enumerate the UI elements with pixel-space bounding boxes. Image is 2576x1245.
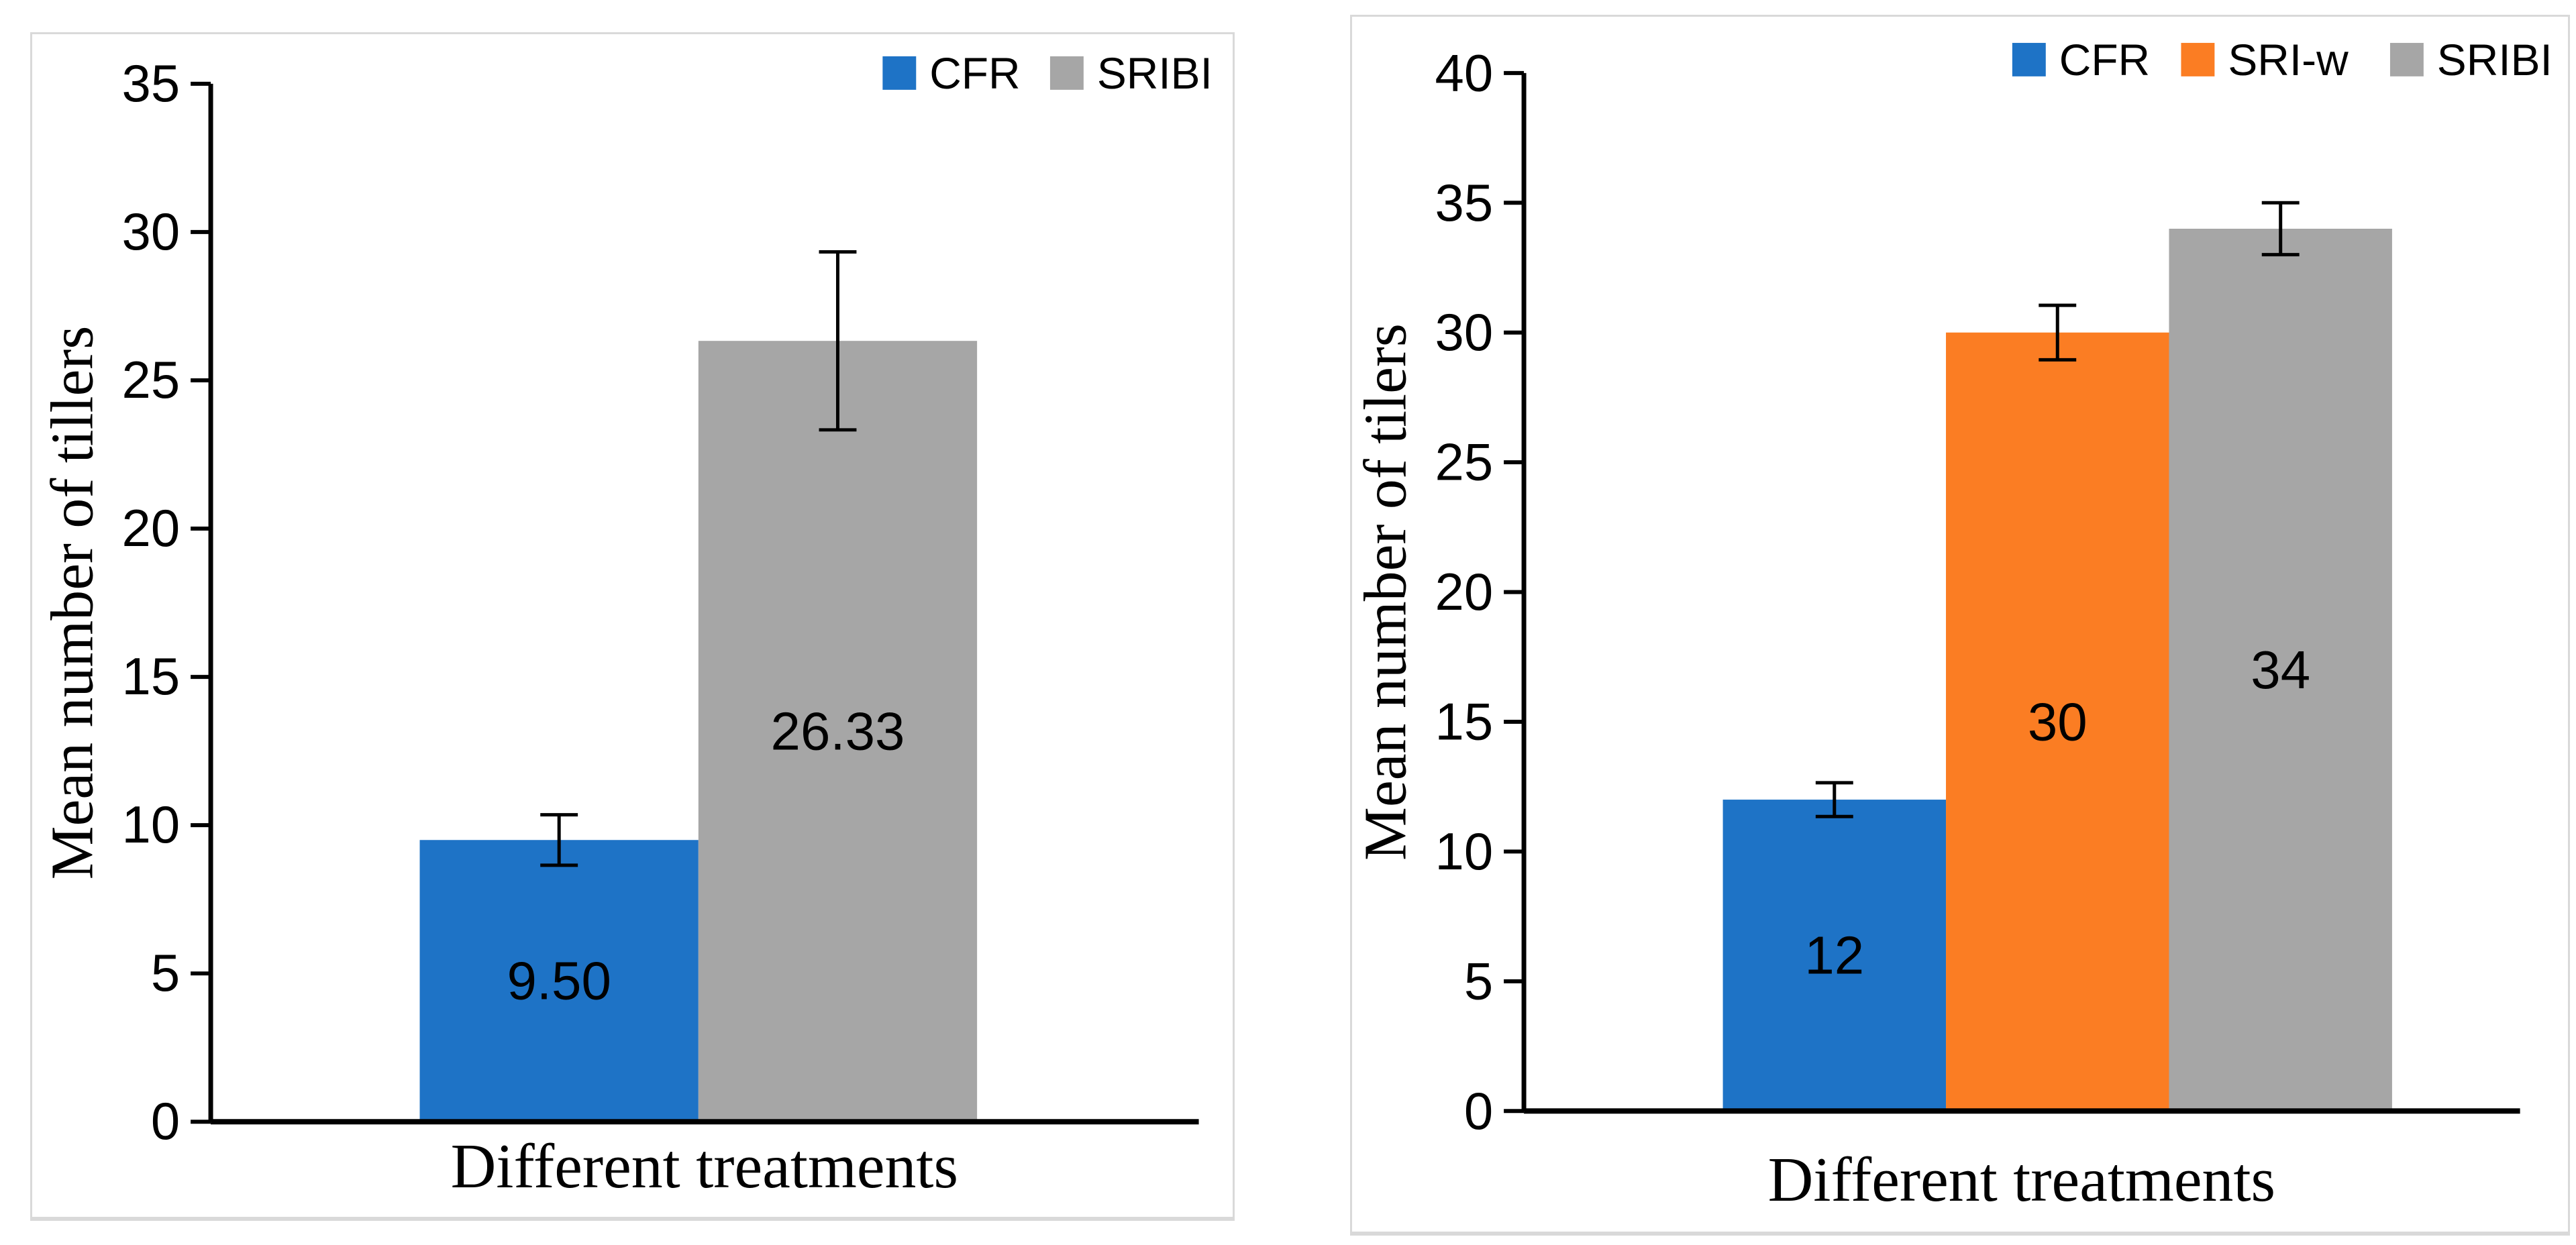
y-tick-label-20: 20 xyxy=(1435,563,1494,621)
y-tick-label-5: 5 xyxy=(1464,952,1493,1010)
y-tick-label-35: 35 xyxy=(122,55,181,113)
bar-value-label-SRIBI: 34 xyxy=(2251,640,2310,700)
bar-SRIBI xyxy=(2169,228,2392,1112)
right-chart-panel: 0 5 10 15 20 25 30 35 40 12 30 34 CFR SRI-w SRIBI Mean… xyxy=(1350,15,2570,1236)
legend-label-SRIBI: SRIBI xyxy=(2437,35,2553,85)
x-axis-title: Different treatments xyxy=(1768,1145,2275,1215)
legend-swatch-SRI-w xyxy=(2181,42,2215,76)
legend-label-CFR: CFR xyxy=(929,48,1020,98)
bar-SRI-w xyxy=(1946,332,2169,1112)
bar-value-label-CFR: 9.50 xyxy=(507,951,611,1011)
legend-item-CFR: CFR xyxy=(882,48,1021,98)
legend-swatch-CFR xyxy=(882,56,917,90)
legend-item-SRI-w: SRI-w xyxy=(2181,35,2349,85)
bar-value-label-CFR: 12 xyxy=(1804,926,1864,985)
bar-SRIBI xyxy=(698,341,978,1122)
y-tick-label-20: 20 xyxy=(122,500,181,557)
legend-label-CFR: CFR xyxy=(2059,35,2150,85)
y-axis-title: Mean number of tillers xyxy=(39,326,105,880)
right-chart-svg: 0 5 10 15 20 25 30 35 40 12 30 34 CFR SRI-w SRIBI Mean… xyxy=(1352,35,2553,1215)
left-chart-panel: 0 5 10 15 20 25 30 35 9.50 26.33 CFR SRIBI Mean num… xyxy=(30,32,1235,1221)
y-tick-label-0: 0 xyxy=(151,1093,180,1150)
bar-value-label-SRIBI: 26.33 xyxy=(771,702,905,761)
legend-item-SRIBI: SRIBI xyxy=(1049,48,1213,98)
y-tick-label-10: 10 xyxy=(1435,822,1494,881)
y-tick-label-25: 25 xyxy=(122,351,181,409)
legend-item-CFR: CFR xyxy=(2012,35,2150,85)
left-chart-svg: 0 5 10 15 20 25 30 35 9.50 26.33 CFR SRIBI Mean num… xyxy=(39,48,1213,1201)
y-tick-label-0: 0 xyxy=(1464,1082,1493,1140)
y-tick-label-30: 30 xyxy=(1435,303,1494,362)
error-bar-CFR xyxy=(1815,781,1853,818)
legend-swatch-SRIBI xyxy=(2389,42,2424,76)
y-tick-label-15: 15 xyxy=(122,648,181,706)
legend: CFR SRIBI xyxy=(882,48,1213,98)
y-tick-label-15: 15 xyxy=(1435,693,1494,751)
legend-label-SRI-w: SRI-w xyxy=(2228,35,2349,85)
x-axis-title: Different treatments xyxy=(451,1132,958,1201)
error-bar-SRI-w xyxy=(2039,303,2077,362)
bar-CFR xyxy=(1722,800,1947,1112)
y-axis-title: Mean number of tilers xyxy=(1352,323,1419,861)
legend-swatch-CFR xyxy=(2012,42,2046,76)
legend: CFR SRI-w SRIBI xyxy=(2012,35,2553,85)
y-tick-label-30: 30 xyxy=(122,203,181,261)
y-tick-label-35: 35 xyxy=(1435,174,1494,232)
y-tick-label-5: 5 xyxy=(151,944,180,1002)
error-bar-SRIBI xyxy=(2261,201,2300,257)
y-tick-label-25: 25 xyxy=(1435,433,1494,492)
y-tick-label-40: 40 xyxy=(1435,44,1494,102)
y-tick-label-10: 10 xyxy=(122,796,181,854)
bar-CFR xyxy=(419,840,699,1122)
legend-swatch-SRIBI xyxy=(1049,56,1084,90)
error-bar-SRIBI xyxy=(819,250,857,432)
bar-value-label-SRI-w: 30 xyxy=(2028,692,2088,752)
error-bar-CFR xyxy=(540,813,578,867)
legend-item-SRIBI: SRIBI xyxy=(2389,35,2553,85)
legend-label-SRIBI: SRIBI xyxy=(1097,48,1213,98)
